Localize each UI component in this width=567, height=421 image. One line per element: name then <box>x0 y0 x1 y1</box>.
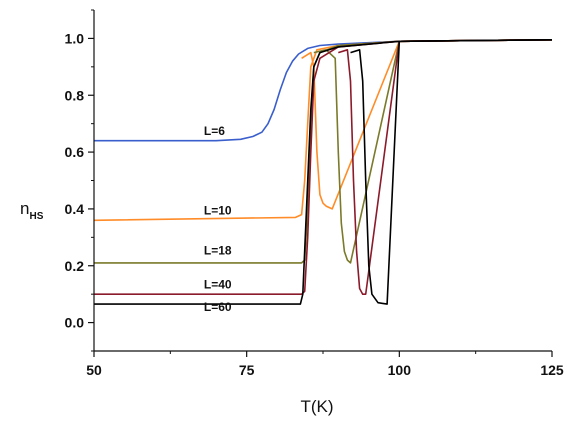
labels-layer: L=6 L=10 L=18 L=40 L=60 <box>204 124 232 314</box>
series-return-line-l-18 <box>313 39 553 264</box>
series-line-l-6 <box>94 39 553 142</box>
y-axis-title-sub: HS <box>29 211 43 222</box>
series-line-l-60 <box>94 39 553 305</box>
x-tick-label: 75 <box>239 362 255 378</box>
y-axis-title: nHS <box>20 199 44 222</box>
series-label-l-60: L=60 <box>204 300 232 314</box>
y-tick-label: 0.8 <box>65 87 85 103</box>
axes-layer: 50 75 100 125 0.0 0.2 0.4 0.6 0.8 1.0 <box>65 9 564 378</box>
x-tick-label: 50 <box>86 362 102 378</box>
x-tick-label: 125 <box>540 362 564 378</box>
y-tick-label: 0.0 <box>65 315 85 331</box>
series-label-l-40: L=40 <box>204 277 232 291</box>
y-axis-title-main: n <box>20 199 29 218</box>
series-return-line-l-60 <box>350 39 553 305</box>
x-tick-label: 100 <box>388 362 412 378</box>
series-line-l-40 <box>94 39 553 296</box>
series-label-l-18: L=18 <box>204 243 232 257</box>
series-return-line-l-40 <box>338 39 553 296</box>
series-layer <box>93 39 553 305</box>
x-axis-title: T(K) <box>300 397 333 416</box>
series-return-line-l-10 <box>301 39 553 210</box>
y-tick-label: 1.0 <box>65 30 85 46</box>
y-tick-label: 0.4 <box>65 201 85 217</box>
series-label-l-6: L=6 <box>204 124 225 138</box>
series-line-l-18 <box>94 39 553 264</box>
series-label-l-10: L=10 <box>204 204 232 218</box>
y-tick-label: 0.6 <box>65 144 85 160</box>
y-tick-label: 0.2 <box>65 258 85 274</box>
series-line-l-10 <box>93 39 553 222</box>
